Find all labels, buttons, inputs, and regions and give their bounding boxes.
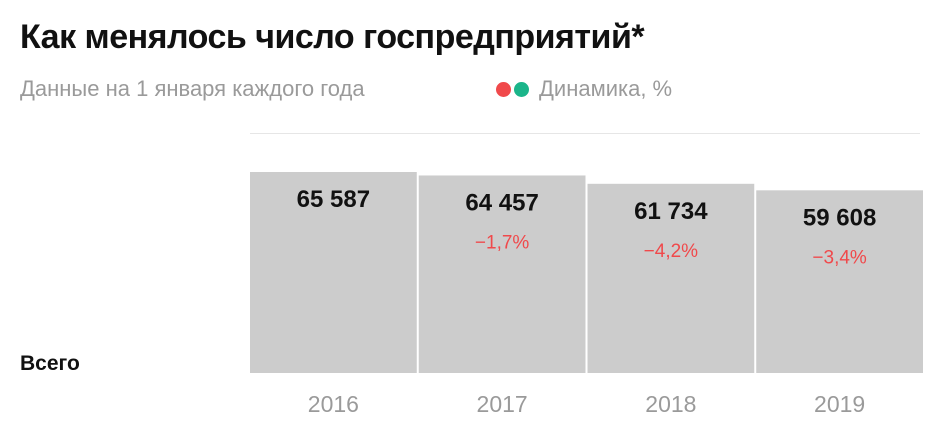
legend-red-dot — [496, 81, 511, 97]
row-label: Всего — [20, 352, 80, 375]
bar-2017 — [418, 175, 586, 373]
x-tick-2019: 2019 — [814, 391, 865, 417]
legend: Динамика, % — [496, 76, 672, 102]
value-label-2018: 61 734 — [634, 198, 708, 225]
x-tick-2016: 2016 — [308, 391, 359, 417]
change-label-2018: −4,2% — [644, 241, 699, 262]
legend-label: Динамика, % — [539, 76, 673, 101]
change-label-2017: −1,7% — [475, 232, 530, 253]
bar-2018 — [587, 183, 755, 373]
change-label-2019: −3,4% — [812, 247, 867, 268]
divider — [250, 133, 920, 134]
bar-2019 — [756, 190, 923, 373]
chart-subtitle: Данные на 1 января каждого года — [20, 76, 365, 101]
x-tick-2017: 2017 — [477, 391, 528, 417]
chart-title: Как менялось число госпредприятий* — [20, 18, 645, 56]
value-label-2017: 64 457 — [465, 189, 538, 216]
value-label-2019: 59 608 — [803, 204, 876, 231]
x-tick-2018: 2018 — [645, 391, 696, 417]
legend-green-dot — [514, 81, 529, 97]
value-label-2016: 65 587 — [297, 186, 370, 213]
bar-2016 — [250, 172, 417, 373]
